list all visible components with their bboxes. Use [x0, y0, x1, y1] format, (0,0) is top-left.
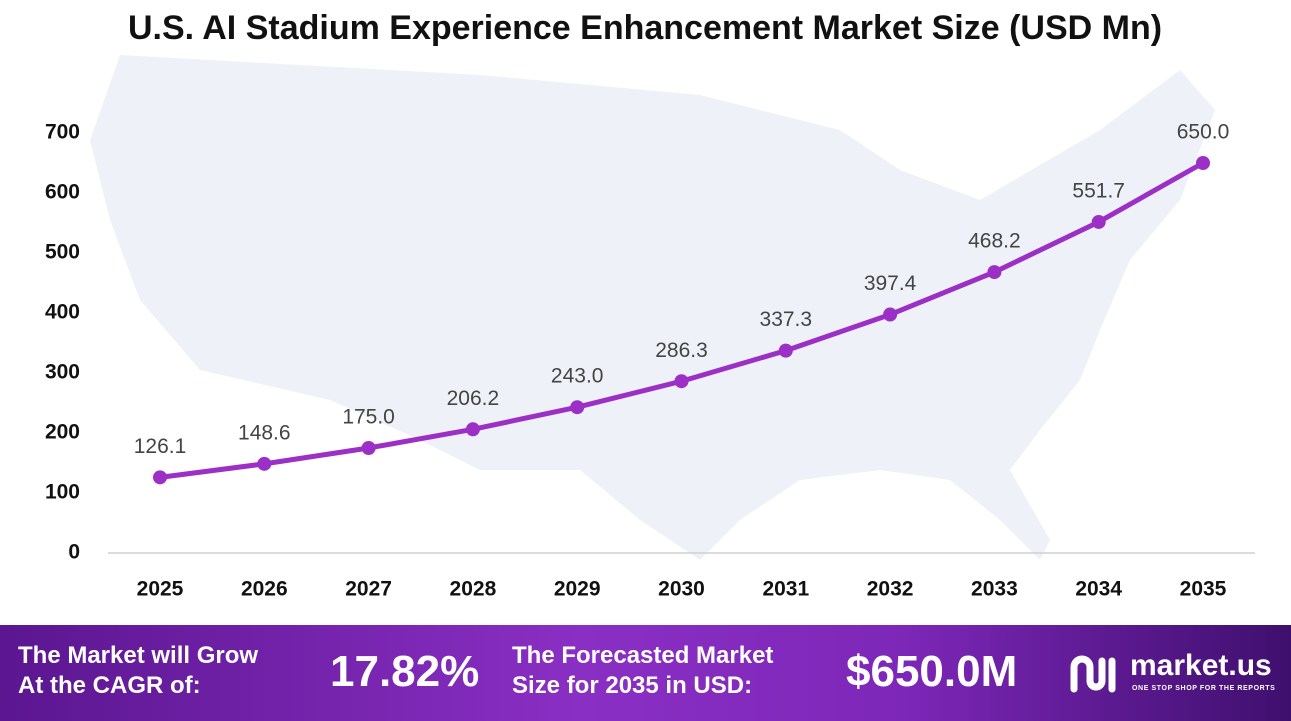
data-label: 148.6	[238, 421, 291, 444]
forecast-label-line: Size for 2035 in USD:	[512, 672, 753, 699]
data-point	[987, 265, 1002, 280]
x-tick-label: 2032	[867, 578, 914, 601]
footer: The Market will Grow At the CAGR of: 17.…	[0, 625, 1291, 721]
data-point	[570, 400, 585, 415]
x-tick-label: 2034	[1075, 578, 1122, 601]
cagr-label-line: At the CAGR of:	[18, 672, 201, 699]
data-label: 468.2	[968, 230, 1021, 253]
data-label: 286.3	[655, 339, 708, 362]
data-point	[674, 374, 689, 389]
data-point	[1091, 214, 1106, 229]
data-label: 337.3	[760, 308, 813, 331]
x-tick-label: 2031	[762, 578, 809, 601]
cagr-value: 17.82%	[330, 647, 480, 696]
data-label: 206.2	[447, 387, 500, 410]
chart-title: U.S. AI Stadium Experience Enhancement M…	[128, 9, 1162, 47]
brand-logo	[1070, 655, 1116, 693]
data-label: 397.4	[864, 272, 917, 295]
brand-name: market.us	[1130, 649, 1272, 682]
y-tick-label: 600	[45, 181, 80, 204]
data-label: 126.1	[134, 435, 187, 458]
cagr-label: The Market will Grow At the CAGR of:	[18, 641, 258, 701]
data-point	[153, 470, 167, 485]
x-tick-label: 2026	[241, 578, 288, 601]
x-tick-label: 2025	[137, 578, 184, 601]
data-label: 650.0	[1177, 121, 1230, 144]
chart: U.S. AI Stadium Experience Enhancement M…	[45, 9, 1255, 601]
data-point	[257, 456, 272, 471]
y-tick-label: 700	[45, 121, 80, 144]
data-label: 175.0	[342, 406, 395, 429]
y-tick-label: 100	[45, 481, 80, 504]
data-point	[465, 422, 480, 437]
brand-tagline: ONE STOP SHOP FOR THE REPORTS	[1132, 685, 1276, 692]
forecast-value: $650.0M	[846, 647, 1018, 696]
x-tick-label: 2029	[554, 578, 601, 601]
data-point	[361, 441, 376, 455]
y-tick-label: 300	[45, 361, 80, 384]
y-tick-label: 0	[68, 541, 80, 564]
y-tick-label: 500	[45, 241, 80, 264]
map-background	[90, 55, 1215, 560]
y-tick-label: 200	[45, 421, 80, 444]
data-point	[778, 343, 793, 358]
forecast-label-line: The Forecasted Market	[512, 642, 774, 669]
x-tick-label: 2035	[1180, 578, 1227, 601]
x-tick-label: 2027	[345, 578, 392, 601]
data-point	[1196, 156, 1210, 170]
x-tick-label: 2033	[971, 578, 1018, 601]
x-tick-label: 2030	[658, 578, 705, 601]
y-tick-label: 400	[45, 301, 80, 324]
x-tick-label: 2028	[450, 578, 497, 601]
data-label: 243.0	[551, 365, 604, 388]
forecast-label: The Forecasted Market Size for 2035 in U…	[512, 641, 773, 701]
data-label: 551.7	[1072, 180, 1125, 203]
data-point	[883, 307, 898, 322]
cagr-label-line: The Market will Grow	[18, 642, 259, 669]
